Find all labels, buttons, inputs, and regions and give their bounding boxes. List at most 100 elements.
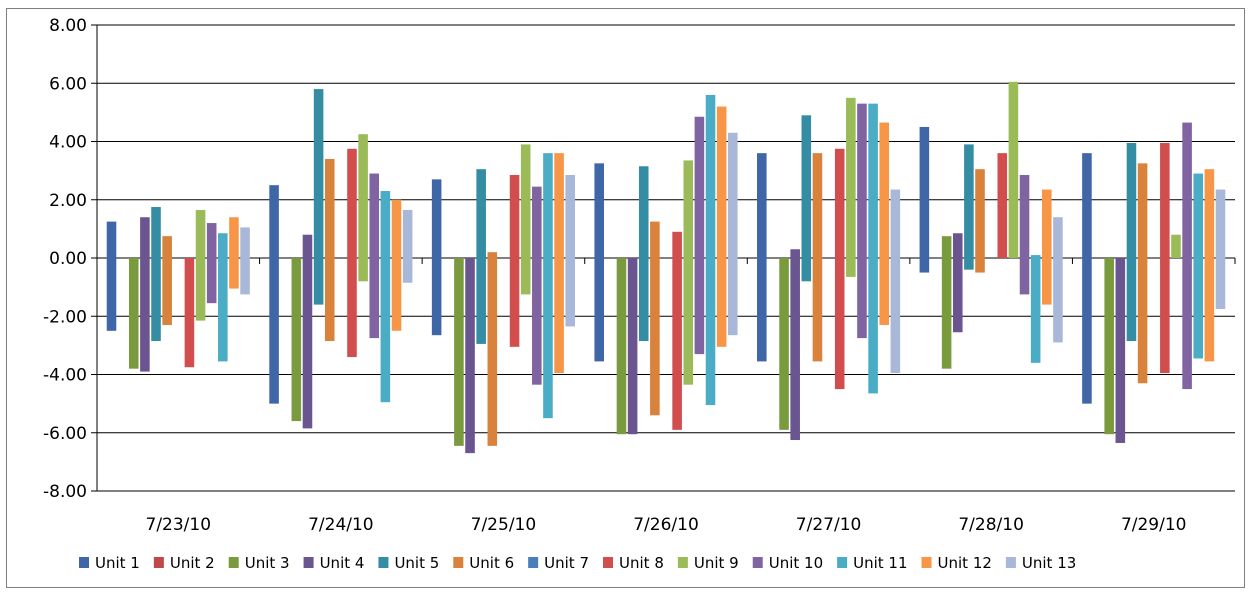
bar [1215, 189, 1226, 309]
bar [716, 106, 727, 347]
bar [919, 126, 930, 273]
bar [964, 144, 974, 270]
bar [184, 258, 195, 368]
bar [616, 258, 627, 435]
bar [975, 169, 985, 273]
legend-label: Unit 3 [245, 554, 290, 572]
legend-label: Unit 10 [769, 554, 823, 572]
bar [565, 174, 575, 327]
bar [638, 166, 649, 342]
legend-swatch [837, 557, 848, 568]
y-tick-label: 4.00 [49, 133, 87, 153]
bar [846, 97, 856, 277]
legend-swatch [603, 557, 614, 568]
legend-swatch [677, 557, 688, 568]
y-tick-label: 2.00 [49, 191, 87, 211]
bar [313, 89, 324, 305]
bar [206, 223, 217, 304]
x-tick-labels: 7/23/10 7/24/10 7/25/10 7/26/10 7/27/10 7/28/… [146, 515, 1187, 535]
legend-swatch [228, 557, 239, 568]
axes [91, 24, 1236, 492]
bar [195, 209, 206, 321]
bar [1008, 81, 1019, 258]
y-tick-label: -6.00 [43, 424, 87, 444]
bar [650, 221, 660, 416]
bar [1160, 142, 1170, 374]
bar [941, 236, 952, 369]
y-tick-label: -8.00 [43, 482, 87, 502]
bar [151, 207, 161, 342]
legend-label: Unit 9 [694, 554, 739, 572]
bar [1030, 255, 1041, 363]
chart: 8.00 6.00 4.00 2.00 0.00 -2.00 -4.00 -6.00 -8.00… [43, 16, 1236, 572]
bar [727, 132, 738, 336]
legend-swatch [921, 557, 932, 568]
legend-label: Unit 7 [544, 554, 589, 572]
legend-label: Unit 1 [95, 554, 140, 572]
bar [757, 153, 767, 362]
bar [1042, 189, 1052, 305]
bar [218, 233, 228, 362]
bar [694, 116, 705, 355]
legend-swatch [153, 557, 164, 568]
x-tick-label: 7/25/10 [471, 515, 537, 535]
bar [1019, 174, 1030, 295]
bar [369, 173, 380, 339]
bar [683, 160, 694, 385]
bar [347, 148, 357, 358]
bar [106, 221, 117, 331]
legend-swatch [303, 557, 314, 568]
bar [476, 169, 486, 344]
bar [1137, 163, 1148, 384]
bar [380, 191, 391, 403]
y-tick-label: 8.00 [49, 16, 87, 36]
bar [997, 153, 1008, 258]
bar [543, 153, 553, 419]
bar [890, 189, 901, 374]
bar [554, 153, 564, 374]
bar [128, 258, 139, 369]
bar [229, 217, 239, 289]
bar [834, 148, 845, 390]
chart-frame: 8.00 6.00 4.00 2.00 0.00 -2.00 -4.00 -6.00 -8.00… [6, 8, 1245, 588]
bar [302, 234, 313, 429]
bar [1104, 258, 1114, 435]
bar [402, 209, 413, 283]
bar [857, 103, 867, 339]
x-tick-label: 7/24/10 [308, 515, 374, 535]
bar [705, 94, 716, 406]
bar [391, 199, 402, 331]
bar [790, 249, 800, 441]
bar [532, 186, 542, 385]
bar [1182, 122, 1192, 390]
x-tick-label: 7/26/10 [633, 515, 699, 535]
x-tick-label: 7/27/10 [796, 515, 862, 535]
legend-swatch [752, 557, 763, 568]
bar [291, 258, 302, 422]
bar [801, 115, 812, 282]
legend-label: Unit 4 [320, 554, 365, 572]
y-tick-label: 0.00 [49, 249, 87, 269]
bar [672, 231, 682, 430]
bar [868, 103, 878, 394]
bars [106, 81, 1226, 454]
y-tick-label: -4.00 [43, 366, 87, 386]
bar [509, 174, 520, 347]
x-tick-label: 7/23/10 [146, 515, 212, 535]
bar [627, 258, 638, 435]
legend-label: Unit 5 [394, 554, 439, 572]
bar [1204, 169, 1215, 362]
x-tick-label: 7/29/10 [1121, 515, 1187, 535]
legend-label: Unit 11 [853, 554, 907, 572]
bar [779, 258, 789, 430]
legend: Unit 1 Unit 2 Unit 3 Unit 4 Unit 5 Unit 6 Unit… [79, 554, 1076, 572]
bar [1126, 142, 1137, 342]
legend-label: Unit 2 [170, 554, 215, 572]
bar [952, 233, 963, 333]
bar [162, 236, 172, 325]
bar [1193, 173, 1204, 359]
bar [431, 179, 442, 336]
bar [812, 153, 823, 362]
bar [1115, 258, 1126, 443]
y-tick-label: -2.00 [43, 307, 87, 327]
